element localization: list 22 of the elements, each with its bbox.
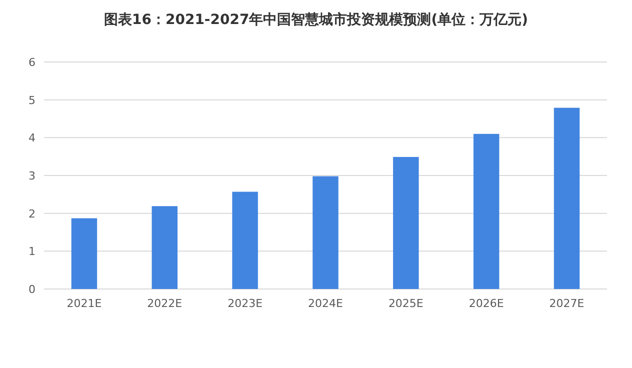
x-tick-label: 2023E bbox=[228, 297, 263, 310]
x-tick-label: 2027E bbox=[549, 297, 584, 310]
bar bbox=[393, 156, 419, 289]
y-tick-label: 1 bbox=[28, 245, 36, 258]
y-tick-label: 6 bbox=[28, 56, 36, 69]
x-tick-label: 2026E bbox=[468, 297, 504, 310]
y-tick-label: 4 bbox=[28, 132, 36, 145]
bar bbox=[152, 206, 178, 289]
bar bbox=[473, 134, 500, 289]
x-tick-label: 2022E bbox=[147, 297, 182, 310]
bar bbox=[232, 192, 258, 289]
y-tick-label: 3 bbox=[28, 170, 36, 182]
chart-title: 图表16：2021-2027年中国智慧城市投资规模预测(单位：万亿元) bbox=[104, 11, 528, 28]
bar bbox=[71, 218, 98, 289]
bar bbox=[312, 176, 338, 289]
y-tick-label: 0 bbox=[28, 283, 36, 296]
y-tick-label: 2 bbox=[28, 207, 36, 220]
x-tick-label: 2024E bbox=[308, 297, 344, 310]
bar bbox=[554, 108, 580, 289]
x-tick-label: 2025E bbox=[388, 297, 424, 310]
x-tick-label: 2021E bbox=[66, 297, 102, 310]
y-tick-label: 5 bbox=[28, 94, 36, 107]
